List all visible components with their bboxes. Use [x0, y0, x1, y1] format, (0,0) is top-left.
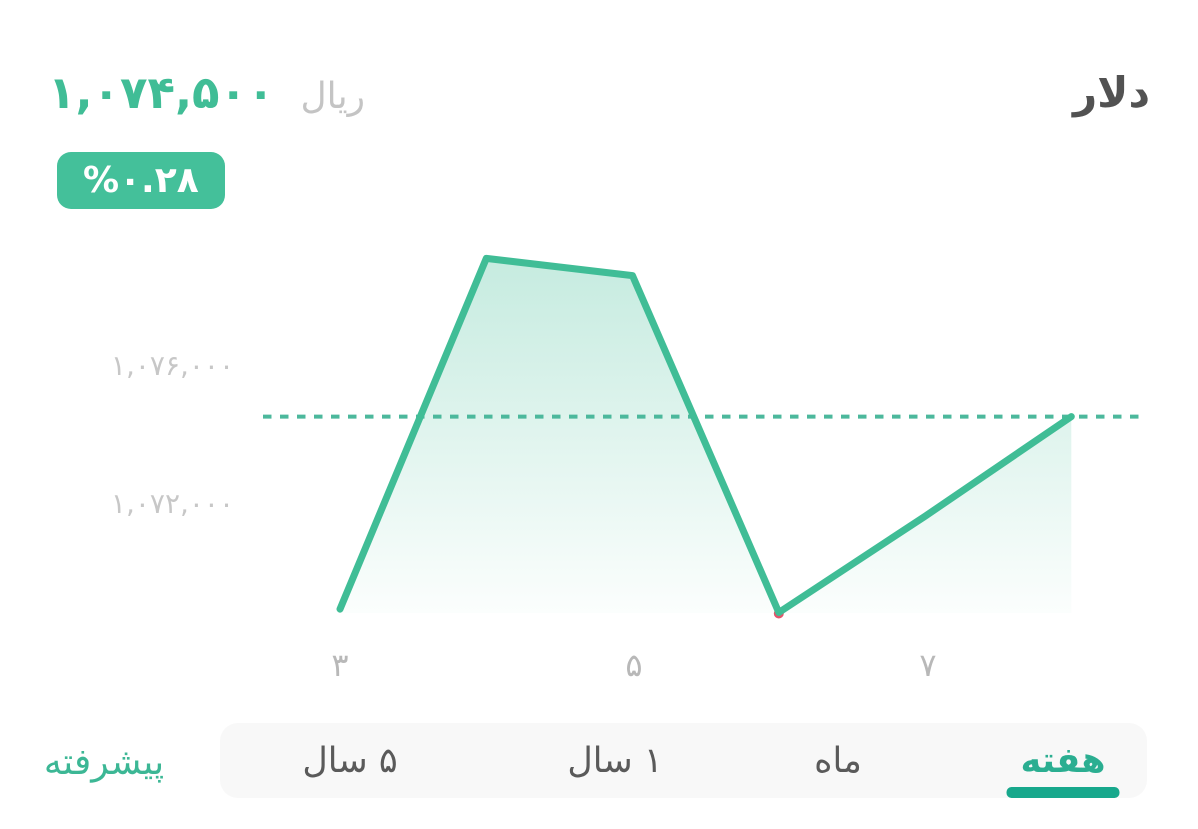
advanced-chart-link[interactable]: پیشرفته: [26, 741, 182, 784]
page-title: دلار: [1072, 68, 1150, 117]
tab-week[interactable]: هفته: [978, 723, 1148, 798]
price-value: ۱,۰۷۴,۵۰۰: [48, 66, 275, 119]
tab-one-year[interactable]: ۱ سال: [530, 723, 700, 798]
currency-unit-label: ریال: [300, 76, 365, 117]
time-range-tab-bar: هفته ماه ۱ سال ۵ سال: [220, 723, 1147, 798]
area-fill: [340, 258, 1072, 613]
active-tab-underline: [1006, 787, 1120, 798]
tab-one-year-label: ۱ سال: [567, 740, 663, 781]
price-row: ۱,۰۷۴,۵۰۰ ریال: [48, 66, 365, 119]
change-percent-badge: %۰.۲۸: [57, 152, 225, 209]
y-axis-tick-lower: ۱,۰۷۲,۰۰۰: [110, 487, 234, 520]
tab-five-years-label: ۵ سال: [302, 740, 398, 781]
x-axis-tick-5: ۵: [625, 646, 643, 684]
tab-month[interactable]: ماه: [753, 723, 923, 798]
tab-five-years[interactable]: ۵ سال: [265, 723, 435, 798]
y-axis-tick-upper: ۱,۰۷۶,۰۰۰: [110, 349, 234, 382]
x-axis-tick-3: ۳: [331, 646, 349, 684]
price-line: [336, 254, 1075, 616]
x-axis-tick-7: ۷: [919, 646, 937, 684]
tab-month-label: ماه: [814, 740, 862, 781]
tab-week-label: هفته: [1020, 740, 1106, 781]
